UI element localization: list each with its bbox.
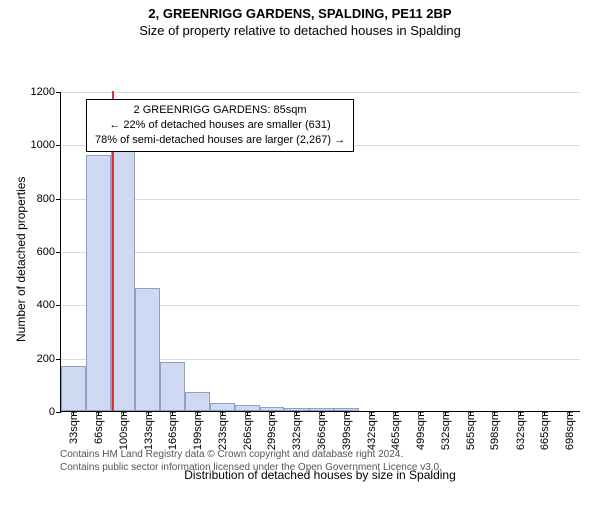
xtick-label: 299sqm: [264, 411, 278, 450]
histogram-bar: [135, 288, 160, 411]
ytick-label: 600: [37, 246, 61, 258]
ytick-label: 0: [49, 406, 61, 418]
xtick-label: 100sqm: [116, 411, 130, 450]
xtick-label: 33sqm: [66, 411, 80, 444]
xtick-label: 565sqm: [463, 411, 477, 450]
footer: Contains HM Land Registry data © Crown c…: [60, 448, 442, 474]
xtick-label: 366sqm: [314, 411, 328, 450]
xtick-label: 233sqm: [215, 411, 229, 450]
xtick-label: 499sqm: [413, 411, 427, 450]
xtick-label: 532sqm: [438, 411, 452, 450]
footer-line1: Contains HM Land Registry data © Crown c…: [60, 448, 442, 461]
histogram-bar: [61, 366, 86, 411]
ytick-label: 1200: [31, 86, 61, 98]
histogram-bar: [185, 392, 210, 411]
xtick-label: 598sqm: [487, 411, 501, 450]
ytick-label: 1000: [31, 139, 61, 151]
xtick-label: 66sqm: [91, 411, 105, 444]
annotation-line2: ← 22% of detached houses are smaller (63…: [95, 118, 345, 133]
histogram-bar: [160, 362, 185, 411]
xtick-label: 166sqm: [165, 411, 179, 450]
histogram-bar: [210, 403, 235, 411]
xtick-label: 432sqm: [364, 411, 378, 450]
xtick-label: 465sqm: [388, 411, 402, 450]
histogram-bar: [86, 155, 111, 411]
xtick-label: 698sqm: [562, 411, 576, 450]
annotation-line3: 78% of semi-detached houses are larger (…: [95, 133, 345, 148]
ytick-label: 400: [37, 299, 61, 311]
page-subtitle: Size of property relative to detached ho…: [0, 23, 600, 38]
xtick-label: 266sqm: [240, 411, 254, 450]
xtick-label: 665sqm: [537, 411, 551, 450]
xtick-label: 332sqm: [289, 411, 303, 450]
xtick-label: 632sqm: [513, 411, 527, 450]
histogram-bar: [111, 147, 136, 411]
xtick-label: 133sqm: [141, 411, 155, 450]
ytick-label: 800: [37, 193, 61, 205]
ytick-label: 200: [37, 353, 61, 365]
page-title: 2, GREENRIGG GARDENS, SPALDING, PE11 2BP: [0, 6, 600, 21]
xtick-label: 399sqm: [339, 411, 353, 450]
footer-line2: Contains public sector information licen…: [60, 461, 442, 474]
gridline: [61, 252, 580, 253]
gridline: [61, 92, 580, 93]
y-axis-label: Number of detached properties: [14, 177, 28, 342]
plot-area: 02004006008001000120033sqm66sqm100sqm133…: [60, 92, 580, 412]
annotation-box: 2 GREENRIGG GARDENS: 85sqm ← 22% of deta…: [86, 99, 354, 152]
gridline: [61, 199, 580, 200]
annotation-line1: 2 GREENRIGG GARDENS: 85sqm: [95, 103, 345, 118]
xtick-label: 199sqm: [190, 411, 204, 450]
